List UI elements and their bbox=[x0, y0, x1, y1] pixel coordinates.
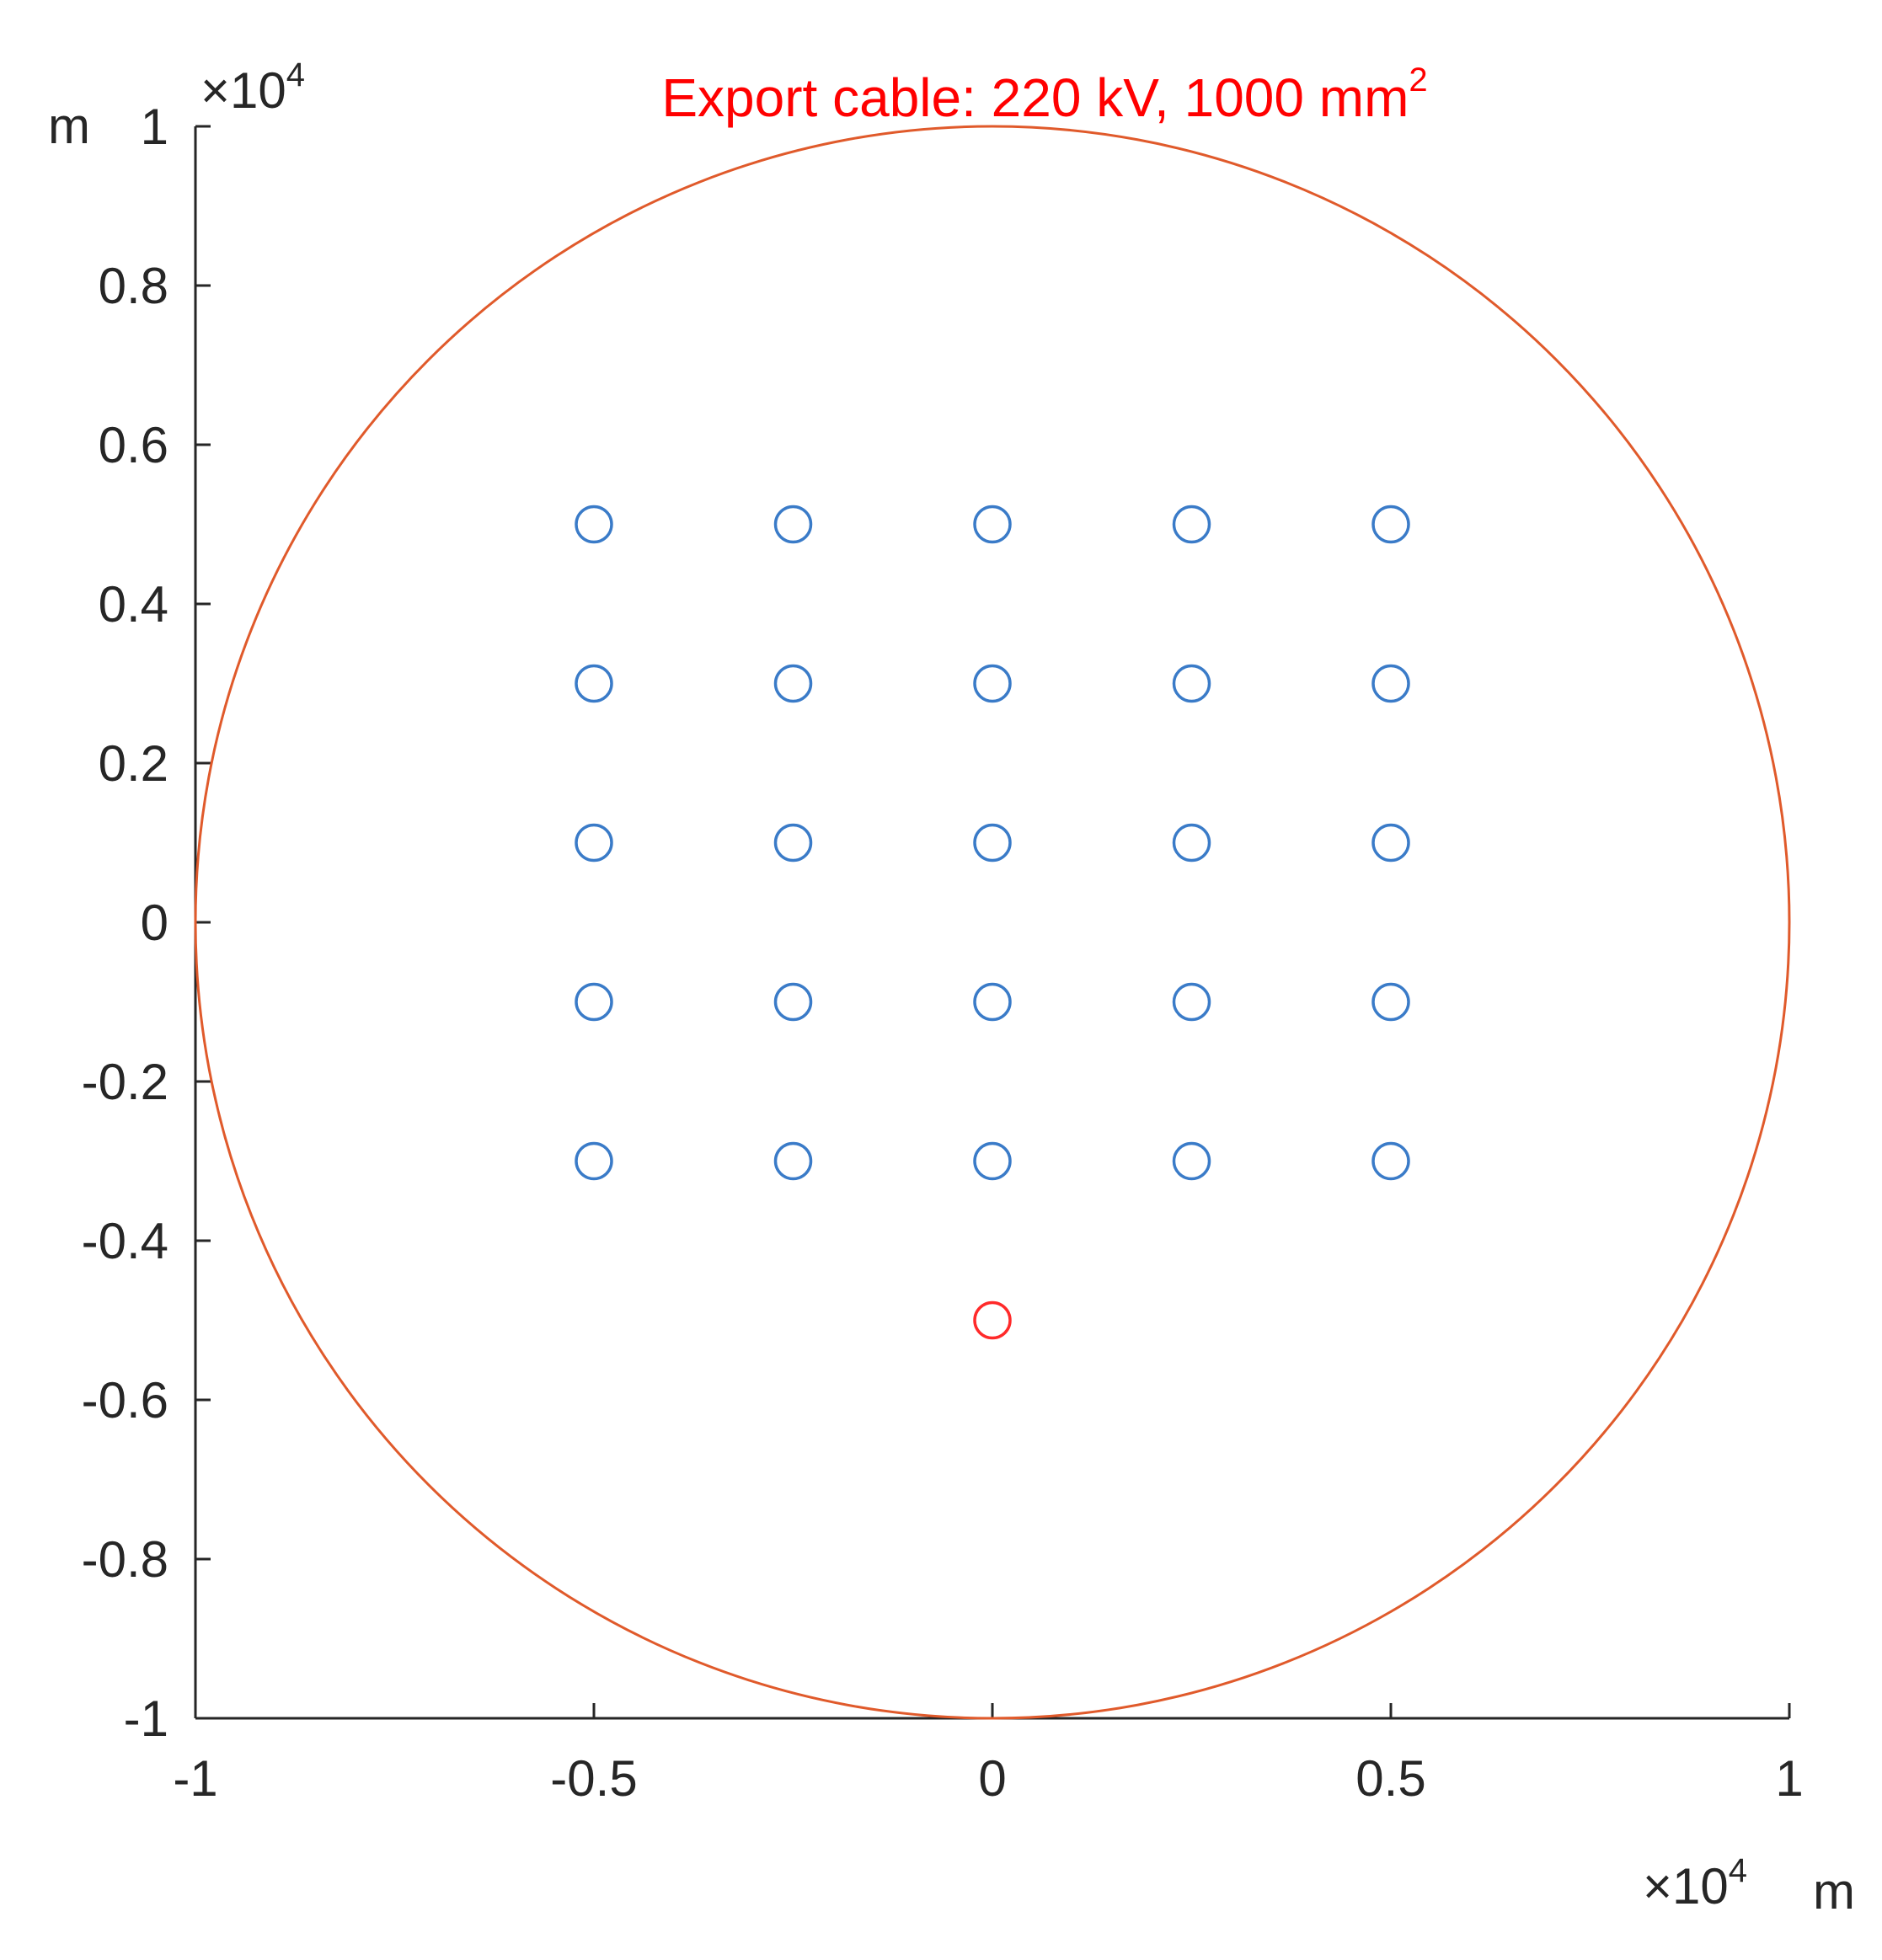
y-tick-label: -0.4 bbox=[82, 1213, 168, 1269]
turbine-point bbox=[1172, 982, 1211, 1022]
y-multiplier-exponent: 4 bbox=[286, 56, 305, 93]
turbine-point bbox=[773, 823, 813, 863]
turbine-point bbox=[1371, 982, 1410, 1022]
chart-title: Export cable: 220 kV, 1000 mm2 bbox=[661, 61, 1427, 128]
turbine-point bbox=[1172, 823, 1211, 863]
turbine-point bbox=[1172, 1141, 1211, 1181]
substation-point bbox=[973, 1300, 1012, 1340]
x-tick-label: -0.5 bbox=[550, 1750, 637, 1807]
chart-title-main: Export cable: 220 kV, 1000 mm bbox=[661, 67, 1409, 128]
y-tick-label: -0.8 bbox=[82, 1531, 168, 1588]
turbine-point bbox=[973, 664, 1012, 703]
axes: -1 -0.5 0 0.5 1 1 0.8 0.6 0.4 0.2 0 -0.2 -0.4 -0.6 -0.… bbox=[82, 99, 1804, 1807]
turbine-point bbox=[575, 823, 613, 863]
y-tick-label: 0 bbox=[141, 895, 168, 951]
turbine-point bbox=[973, 823, 1012, 863]
turbine-point bbox=[575, 1141, 613, 1181]
y-tick-label: -0.6 bbox=[82, 1372, 168, 1429]
turbine-point bbox=[1371, 505, 1410, 544]
x-tick-label: 0.5 bbox=[1355, 1750, 1425, 1807]
y-multiplier-base: ×10 bbox=[200, 62, 286, 119]
x-tick-label: -1 bbox=[173, 1750, 217, 1807]
turbine-point bbox=[773, 505, 813, 544]
y-tick-label: 1 bbox=[141, 99, 168, 155]
data-points-layer bbox=[575, 505, 1410, 1340]
turbine-point bbox=[973, 1141, 1012, 1181]
chart-title-superscript: 2 bbox=[1409, 61, 1427, 99]
y-tick-label: -0.2 bbox=[82, 1054, 168, 1110]
turbine-point bbox=[773, 664, 813, 703]
turbine-point bbox=[773, 982, 813, 1022]
x-multiplier-exponent: 4 bbox=[1729, 1852, 1747, 1889]
turbine-point bbox=[973, 505, 1012, 544]
boundary-circle bbox=[194, 125, 1791, 1720]
y-axis-multiplier: ×104 bbox=[200, 56, 305, 119]
turbine-point bbox=[773, 1141, 813, 1181]
x-multiplier-base: ×10 bbox=[1643, 1858, 1729, 1915]
turbine-point bbox=[1371, 664, 1410, 703]
boundary-circle-layer bbox=[194, 125, 1791, 1720]
x-axis-unit: m bbox=[1813, 1863, 1855, 1920]
turbine-point bbox=[575, 982, 613, 1022]
turbine-point bbox=[1172, 505, 1211, 544]
labels-layer: Export cable: 220 kV, 1000 mm2 m ×104 ×1… bbox=[48, 56, 1855, 1920]
turbine-point bbox=[973, 982, 1012, 1022]
turbine-point bbox=[575, 664, 613, 703]
y-tick-label: 0.6 bbox=[99, 417, 168, 473]
y-tick-label: 0.2 bbox=[99, 735, 168, 792]
turbine-point bbox=[1371, 823, 1410, 863]
turbine-point bbox=[1371, 1141, 1410, 1181]
x-tick-label: 0 bbox=[978, 1750, 1006, 1807]
y-tick-label: -1 bbox=[124, 1690, 168, 1747]
y-tick-label: 0.4 bbox=[99, 576, 168, 633]
y-axis-unit: m bbox=[48, 98, 90, 154]
y-tick-label: 0.8 bbox=[99, 258, 168, 314]
x-tick-label: 1 bbox=[1775, 1750, 1803, 1807]
turbine-point bbox=[575, 505, 613, 544]
turbine-point bbox=[1172, 664, 1211, 703]
x-axis-multiplier: ×104 bbox=[1643, 1852, 1747, 1915]
